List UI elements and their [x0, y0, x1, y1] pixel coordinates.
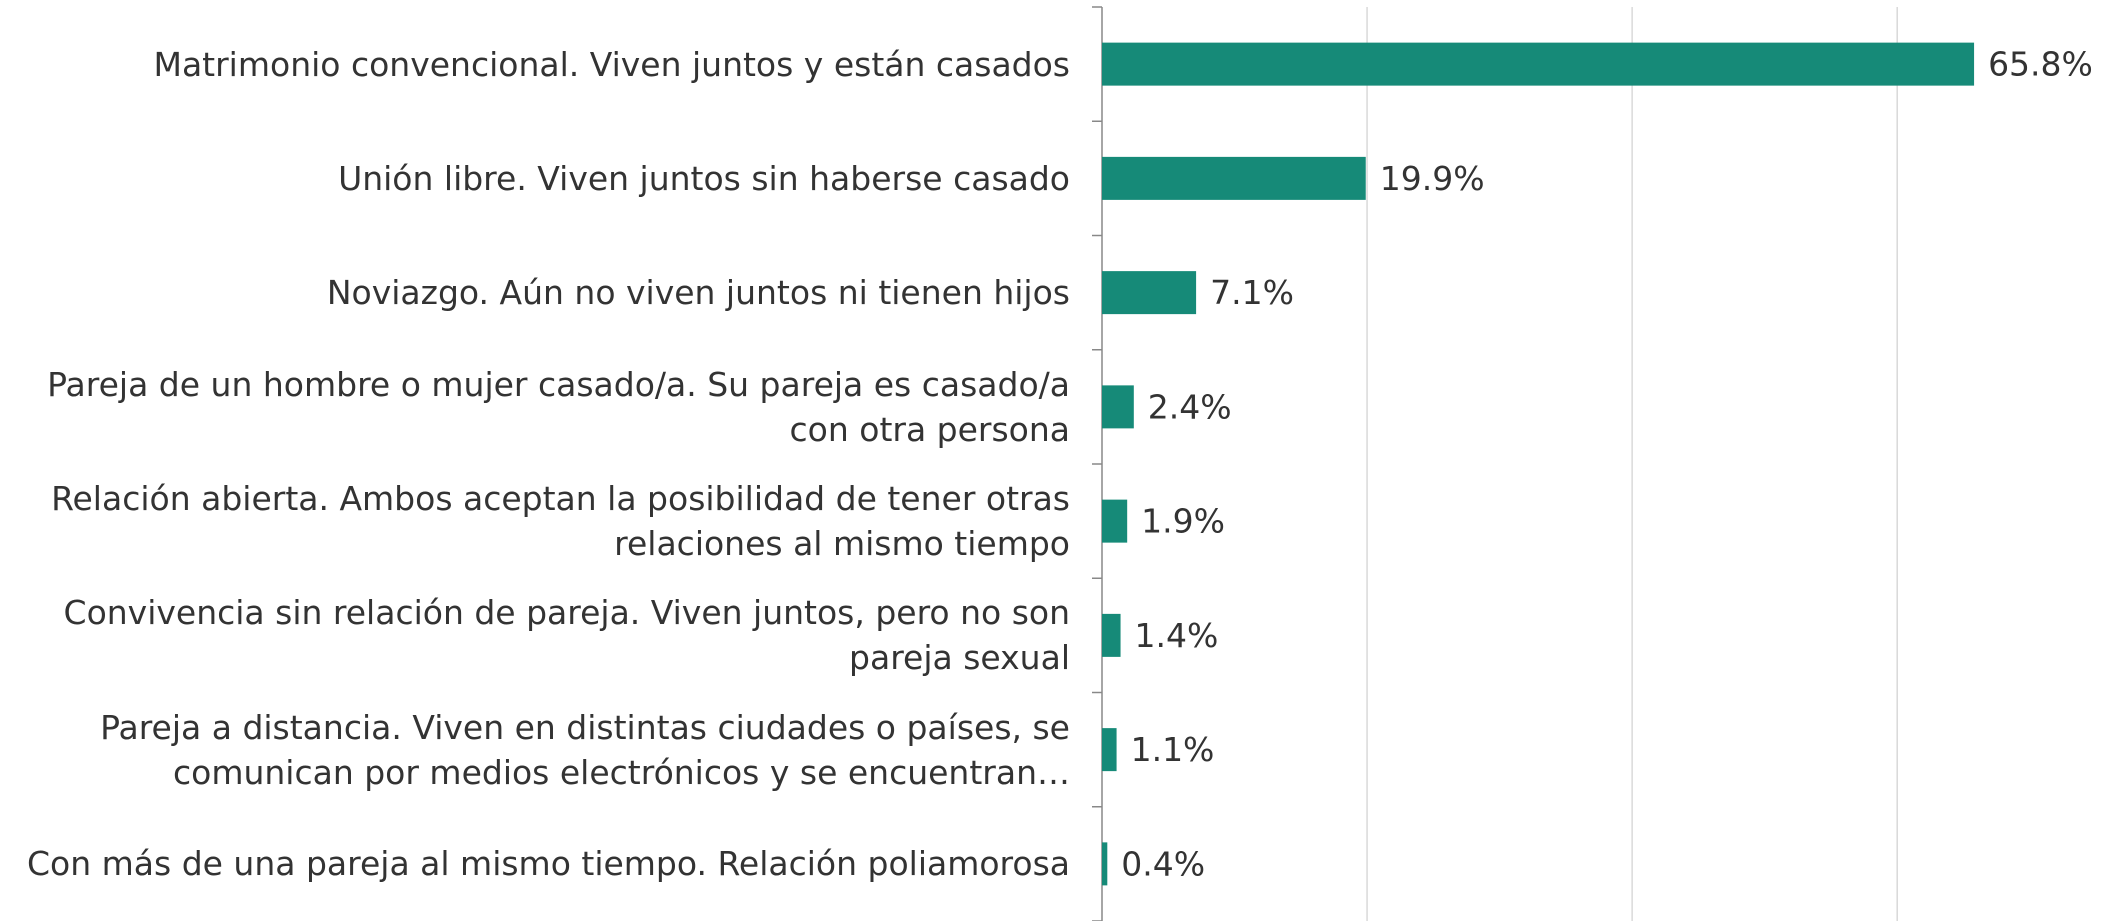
category-label: Con más de una pareja al mismo tiempo. R… — [27, 844, 1070, 884]
bar — [1102, 728, 1117, 772]
category-label: Convivencia sin relación de pareja. Vive… — [63, 593, 1070, 678]
category-label: Matrimonio convencional. Viven juntos y … — [153, 44, 1070, 84]
data-label: 1.4% — [1135, 616, 1219, 655]
category-label: Pareja a distancia. Viven en distintas c… — [100, 707, 1070, 792]
data-label: 65.8% — [1988, 45, 2093, 84]
data-label: 0.4% — [1121, 844, 1205, 883]
category-label: Pareja de un hombre o mujer casado/a. Su… — [47, 364, 1070, 449]
category-label: Noviazgo. Aún no viven juntos ni tienen … — [326, 273, 1070, 313]
bar — [1102, 613, 1121, 657]
bar — [1102, 385, 1134, 429]
bar — [1102, 842, 1108, 886]
bar — [1102, 271, 1197, 315]
bar — [1102, 42, 1975, 86]
data-label: 1.1% — [1131, 730, 1215, 769]
data-label: 2.4% — [1148, 387, 1232, 426]
bar — [1102, 499, 1128, 543]
category-label: Relación abierta. Ambos aceptan la posib… — [51, 479, 1070, 564]
data-label: 1.9% — [1141, 502, 1225, 541]
data-label: 19.9% — [1380, 159, 1485, 198]
data-label: 7.1% — [1210, 273, 1294, 312]
bar — [1102, 156, 1366, 200]
category-label: Unión libre. Viven juntos sin haberse ca… — [338, 158, 1070, 198]
